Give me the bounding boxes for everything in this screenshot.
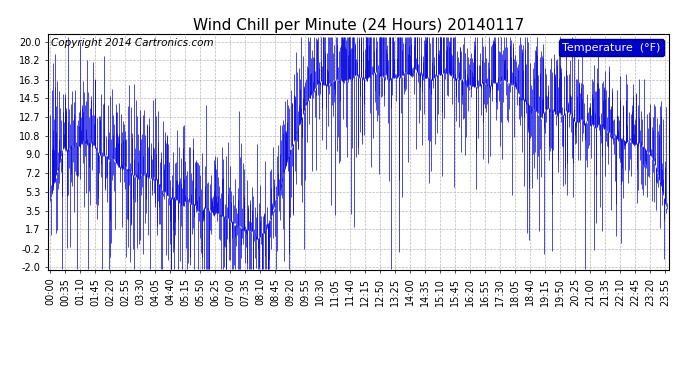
Text: Copyright 2014 Cartronics.com: Copyright 2014 Cartronics.com <box>51 39 214 48</box>
Legend: Temperature  (°F): Temperature (°F) <box>559 39 664 56</box>
Title: Wind Chill per Minute (24 Hours) 20140117: Wind Chill per Minute (24 Hours) 2014011… <box>193 18 524 33</box>
